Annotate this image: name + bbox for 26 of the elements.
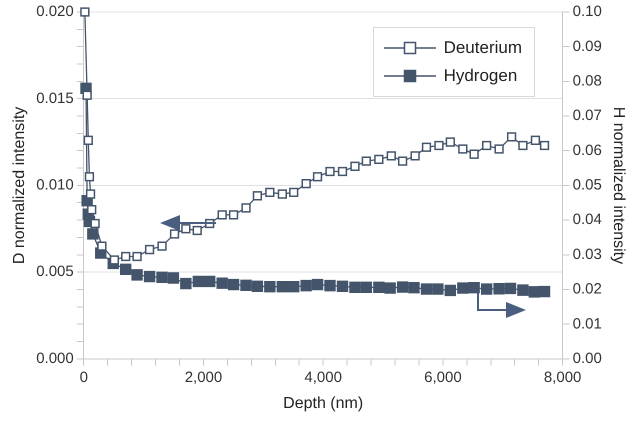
x-axis-title: Depth (nm) bbox=[283, 394, 364, 412]
y2-axis-title: H normalized intensity bbox=[610, 106, 627, 264]
y-tick-label: 0.010 bbox=[36, 176, 74, 194]
legend-label: Deuterium bbox=[444, 38, 522, 58]
y2-tick-label: 0.06 bbox=[572, 142, 602, 159]
y-tick-label: 0.020 bbox=[36, 3, 74, 20]
y2-tick-label: 0.03 bbox=[572, 246, 602, 263]
x-tick-label: 2,000 bbox=[184, 368, 222, 386]
y2-tick-label: 0.07 bbox=[572, 107, 602, 124]
y2-tick-label: 0.01 bbox=[572, 315, 602, 332]
y-tick-label: 0.005 bbox=[36, 263, 74, 280]
legend-label: Hydrogen bbox=[444, 66, 518, 86]
y2-tick-label: 0.05 bbox=[572, 176, 602, 194]
x-tick-label: 6,000 bbox=[424, 368, 462, 386]
x-tick-label: 0 bbox=[80, 368, 88, 386]
y-tick-label: 0.015 bbox=[36, 90, 74, 107]
y2-tick-label: 0.04 bbox=[572, 211, 602, 228]
y2-tick-label: 0.09 bbox=[572, 38, 602, 55]
y2-tick-label: 0.08 bbox=[572, 72, 602, 90]
y-tick-label: 0.000 bbox=[36, 350, 74, 367]
y-axis-title: D normalized intensity bbox=[11, 106, 28, 264]
y2-tick-label: 0.02 bbox=[572, 280, 602, 298]
y2-tick-label: 0.00 bbox=[572, 350, 602, 367]
y2-tick-label: 0.10 bbox=[572, 3, 602, 20]
x-tick-label: 8,000 bbox=[544, 368, 582, 386]
x-tick-label: 4,000 bbox=[304, 368, 342, 386]
